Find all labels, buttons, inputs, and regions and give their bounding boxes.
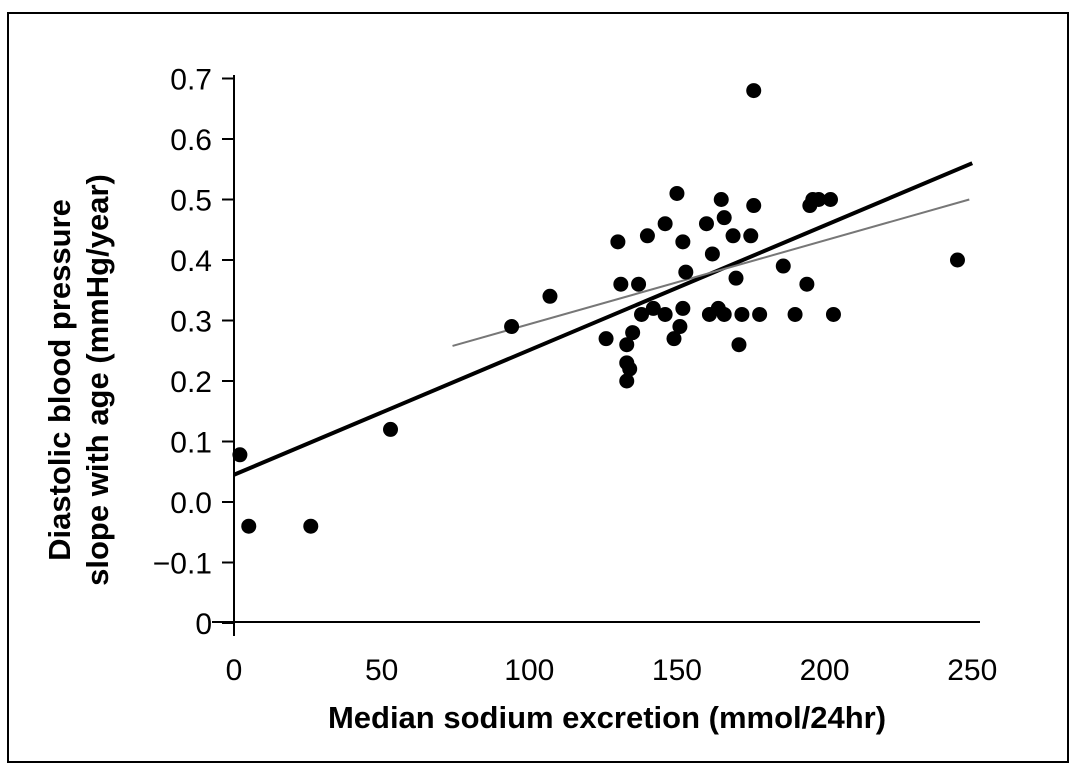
data-point	[731, 337, 747, 353]
y-tick-label: 0.5	[170, 185, 212, 218]
y-tick-label: 0.4	[170, 245, 212, 278]
x-tick-label: 50	[365, 654, 398, 687]
x-tick-label: 150	[652, 654, 702, 687]
x-tick-label: 250	[947, 654, 997, 687]
data-point	[823, 192, 839, 207]
data-point	[704, 246, 720, 262]
y-tick-label: 0.0	[170, 487, 212, 520]
fit-line-thick-black	[233, 161, 974, 477]
data-point	[645, 300, 661, 316]
data-point	[746, 198, 762, 214]
data-point	[383, 421, 399, 437]
x-tick-label: 0	[226, 654, 243, 687]
data-point	[728, 270, 744, 286]
y-tick-label: 0.3	[170, 306, 212, 339]
fit-line-thin-grey	[452, 198, 970, 347]
y-tick-label: 0	[195, 608, 212, 641]
data-point	[799, 276, 815, 292]
data-point	[675, 300, 691, 316]
y-tick-label: 0.7	[170, 64, 212, 97]
data-point	[716, 210, 732, 226]
data-point	[504, 319, 520, 335]
data-point	[713, 192, 729, 207]
data-point	[698, 216, 714, 232]
x-tick-label: 100	[504, 654, 554, 687]
data-point	[666, 331, 682, 347]
y-tick-label: 0.1	[170, 427, 212, 460]
data-point	[622, 361, 638, 377]
data-point	[610, 234, 626, 250]
data-point	[639, 228, 655, 244]
data-point	[625, 325, 641, 341]
figure-frame	[7, 12, 1069, 763]
data-point	[746, 83, 762, 99]
data-point	[675, 234, 691, 250]
data-point	[619, 373, 635, 389]
data-point	[743, 228, 759, 244]
data-point	[734, 306, 750, 322]
data-point	[672, 319, 688, 335]
data-point	[716, 306, 732, 322]
data-point	[775, 258, 791, 274]
data-point	[752, 306, 768, 322]
data-point	[619, 337, 635, 353]
axes	[212, 75, 980, 636]
data-point	[669, 185, 685, 201]
data-point	[631, 276, 647, 292]
y-axis-label-line1: Diastolic blood pressure	[42, 199, 77, 561]
data-point	[657, 216, 673, 232]
data-point	[634, 306, 650, 322]
data-point	[825, 306, 841, 322]
data-point	[598, 331, 614, 347]
data-point	[678, 264, 694, 280]
data-point	[542, 288, 558, 304]
y-tick-label: −0.1	[153, 548, 212, 581]
data-point	[657, 306, 673, 322]
data-point	[613, 276, 629, 292]
data-point	[949, 252, 965, 268]
y-tick-label: 0.6	[170, 124, 212, 157]
data-point	[232, 447, 248, 463]
x-axis-label: Median sodium excretion (mmol/24hr)	[328, 700, 886, 735]
data-point	[725, 228, 741, 244]
x-tick-label: 200	[800, 654, 850, 687]
y-tick-label: 0.2	[170, 366, 212, 399]
data-point	[787, 306, 803, 322]
data-point	[241, 518, 257, 534]
y-axis-label-line2: slope with age (mmHg/year)	[80, 174, 115, 586]
data-point	[303, 518, 319, 534]
data-point	[811, 192, 827, 207]
